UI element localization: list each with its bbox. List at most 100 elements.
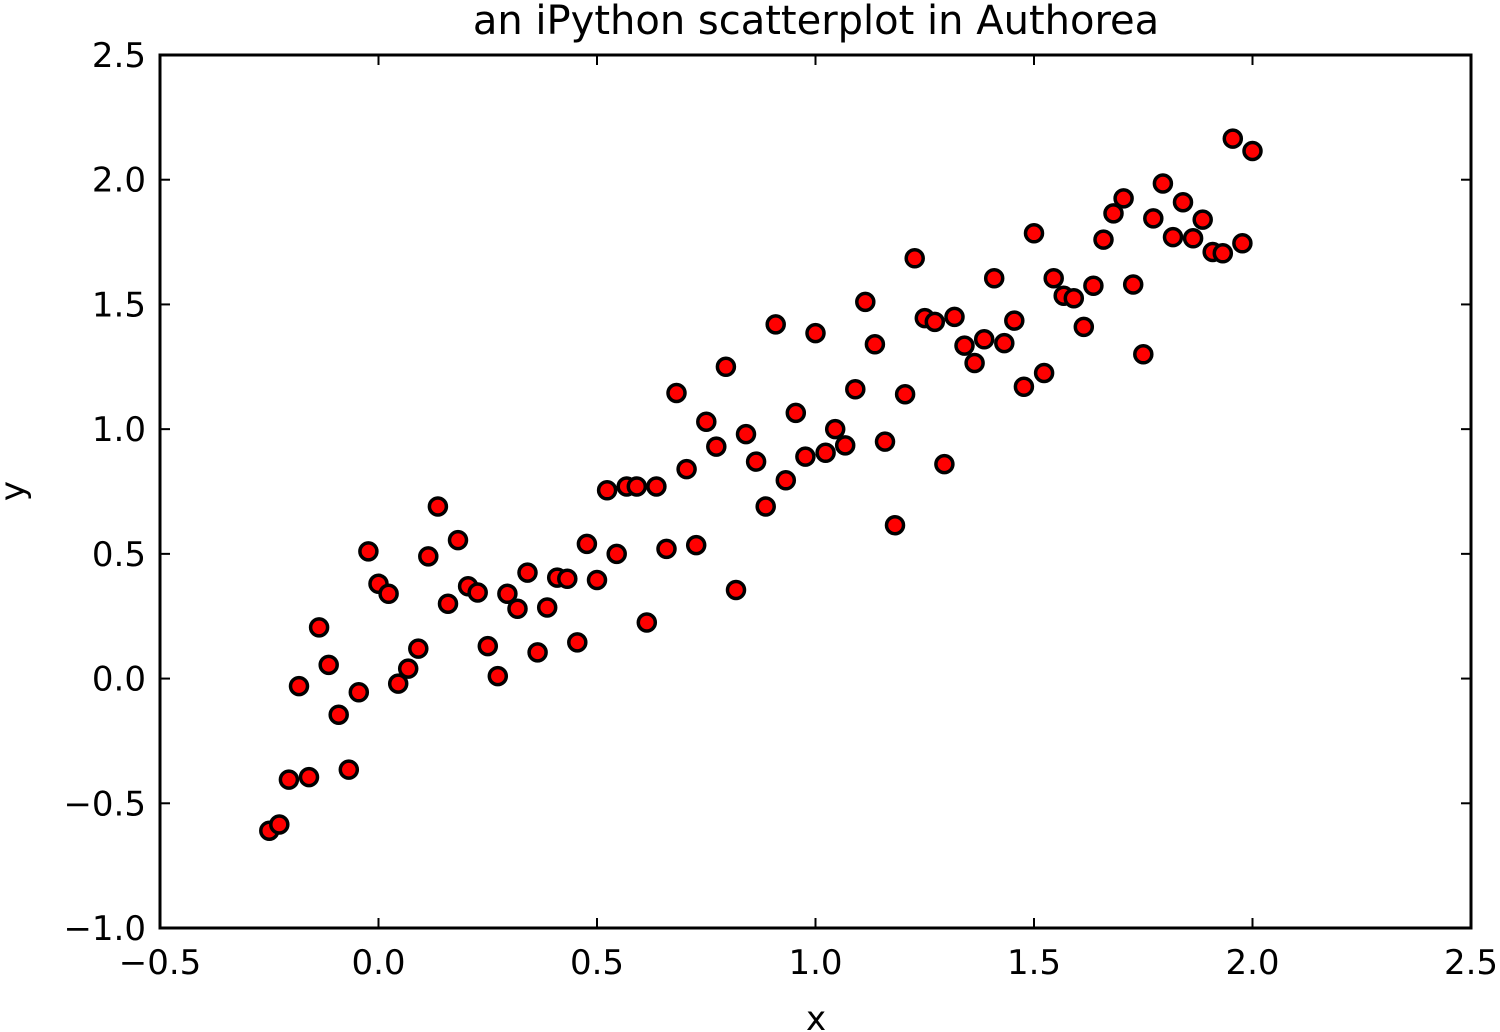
data-point — [427, 496, 449, 517]
data-point — [527, 642, 548, 663]
x-tick-label: 0.5 — [570, 943, 624, 983]
data-point — [964, 352, 985, 374]
data-point — [328, 704, 349, 725]
data-point — [497, 583, 518, 605]
data-point — [904, 248, 925, 269]
data-point — [1093, 229, 1114, 250]
ticks-layer — [159, 54, 1472, 929]
data-point — [1143, 208, 1164, 229]
data-point — [944, 306, 965, 328]
data-point — [1033, 362, 1055, 384]
data-point — [507, 598, 528, 619]
data-point — [706, 436, 727, 457]
data-point — [934, 453, 955, 475]
data-point — [586, 569, 608, 591]
data-point — [884, 514, 906, 536]
x-tick-label: 2.5 — [1444, 943, 1498, 983]
data-point — [298, 766, 320, 788]
data-point — [994, 332, 1015, 354]
data-point — [308, 617, 330, 638]
data-point — [1103, 203, 1124, 224]
data-point — [387, 673, 409, 694]
data-point — [1122, 274, 1144, 295]
data-point — [1212, 243, 1234, 264]
data-point — [824, 418, 846, 440]
data-point — [1232, 233, 1253, 254]
data-point — [646, 476, 667, 497]
data-point — [1113, 188, 1134, 209]
y-tick-label: −1.0 — [63, 909, 146, 949]
data-point — [557, 568, 578, 590]
data-point — [696, 411, 717, 432]
data-point — [1242, 140, 1263, 162]
data-point — [576, 533, 598, 555]
y-tick-label: 0.5 — [92, 535, 146, 575]
data-point — [467, 582, 488, 603]
data-point — [954, 335, 975, 356]
data-point — [1162, 226, 1184, 248]
data-point — [1172, 191, 1194, 213]
data-point — [517, 562, 538, 583]
chart-title: an iPython scatterplot in Authorea — [473, 0, 1159, 44]
data-point — [805, 322, 826, 344]
data-point — [418, 546, 439, 567]
data-point — [1133, 344, 1154, 365]
data-point — [1073, 316, 1095, 338]
data-point — [1152, 173, 1174, 194]
y-tick-label: 1.0 — [92, 410, 146, 450]
data-point — [864, 334, 886, 355]
data-point — [715, 356, 737, 378]
y-tick-label: 1.5 — [92, 285, 146, 325]
data-point — [874, 431, 896, 452]
data-point — [735, 423, 757, 445]
data-point — [487, 665, 509, 687]
data-point — [447, 529, 469, 551]
data-point — [278, 769, 300, 790]
x-tick-label: 1.0 — [788, 943, 842, 983]
data-point — [656, 538, 677, 560]
data-point — [348, 682, 370, 703]
data-point — [855, 291, 876, 313]
data-point — [755, 496, 776, 517]
data-point — [288, 675, 310, 697]
data-point — [795, 446, 816, 467]
data-point — [269, 814, 290, 835]
data-point — [408, 638, 429, 659]
data-point — [983, 267, 1005, 289]
data-point — [785, 402, 807, 424]
data-point — [1182, 228, 1204, 249]
tick-labels-layer: −0.5 0.0 0.5 1.0 1.5 2.0 2.5−1.0−0.50.00.51.01… — [63, 36, 1498, 983]
y-tick-label: 2.5 — [92, 36, 146, 76]
y-tick-label: −0.5 — [63, 784, 146, 824]
data-point — [775, 470, 797, 491]
data-point — [536, 597, 558, 618]
y-axis-label: y — [0, 481, 33, 501]
data-point — [1222, 128, 1244, 149]
x-tick-label: −0.5 — [119, 943, 202, 983]
data-point — [437, 593, 459, 614]
data-point — [1013, 376, 1035, 397]
data-point — [1023, 223, 1045, 244]
data-point — [1063, 287, 1085, 309]
data-point — [567, 632, 588, 653]
data-point — [725, 579, 747, 601]
x-tick-label: 0.0 — [351, 943, 405, 983]
x-axis-label: x — [806, 999, 826, 1032]
data-point — [676, 458, 697, 480]
data-point — [894, 383, 916, 405]
data-point — [745, 451, 767, 472]
data-point — [666, 382, 687, 404]
data-point — [1043, 267, 1064, 289]
data-point — [477, 635, 499, 657]
data-point — [834, 435, 856, 456]
data-point — [815, 442, 836, 464]
data-point — [1192, 209, 1213, 230]
data-point — [338, 759, 360, 780]
x-tick-label: 2.0 — [1225, 943, 1279, 983]
y-tick-label: 0.0 — [92, 660, 146, 700]
data-point — [1083, 275, 1104, 296]
data-point — [636, 612, 658, 633]
data-point — [685, 534, 707, 556]
data-point — [973, 329, 995, 350]
